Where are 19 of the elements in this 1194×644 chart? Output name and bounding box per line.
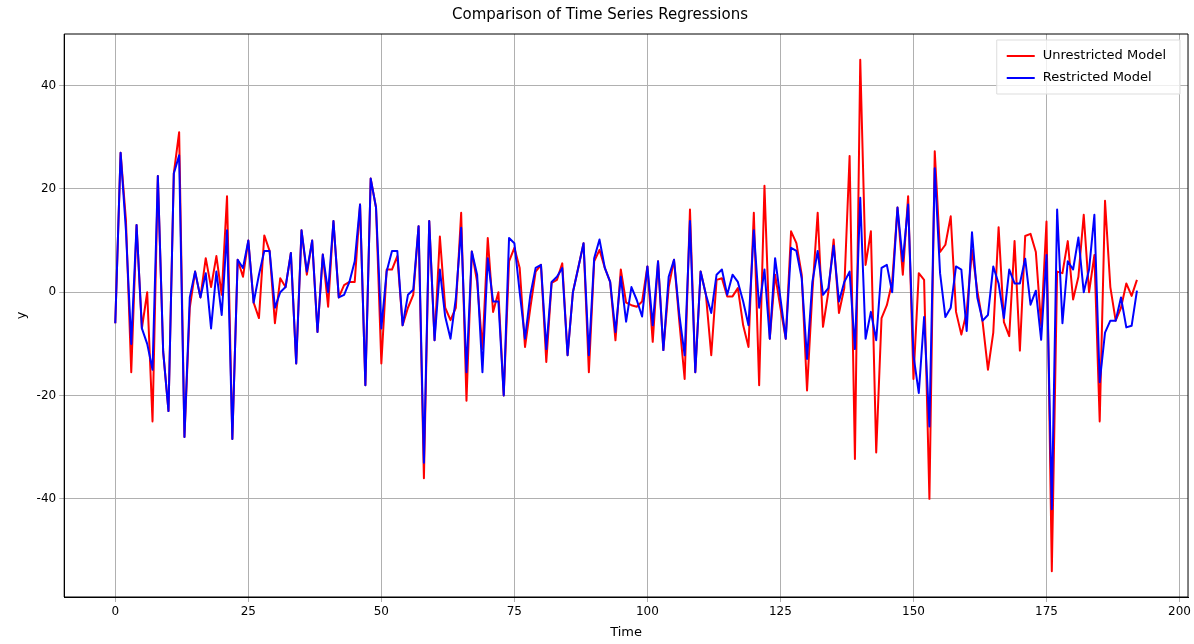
x-tick-label: 75 [506,604,523,619]
x-tick-label: 175 [1035,604,1058,619]
legend-label: Unrestricted Model [1042,47,1167,63]
x-tick-label: 50 [373,604,389,619]
x-tick-label: 100 [635,604,659,619]
x-axis-title: Time [609,623,643,639]
y-axis-title: y [13,311,29,320]
x-tick-label: 0 [111,604,120,619]
y-tick-label: 0 [48,284,57,299]
x-tick-label: 200 [1168,604,1191,619]
x-tick-label: 25 [240,604,256,619]
x-tick-label: 150 [902,604,925,619]
y-tick-label: -40 [36,490,57,505]
chart-title: Comparison of Time Series Regressions [451,4,749,23]
y-tick-label: 20 [40,181,57,196]
legend-label: Restricted Model [1042,69,1152,85]
y-tick-label: -20 [36,387,57,402]
x-tick-label: 125 [768,604,792,619]
y-tick-label: 40 [40,77,57,92]
